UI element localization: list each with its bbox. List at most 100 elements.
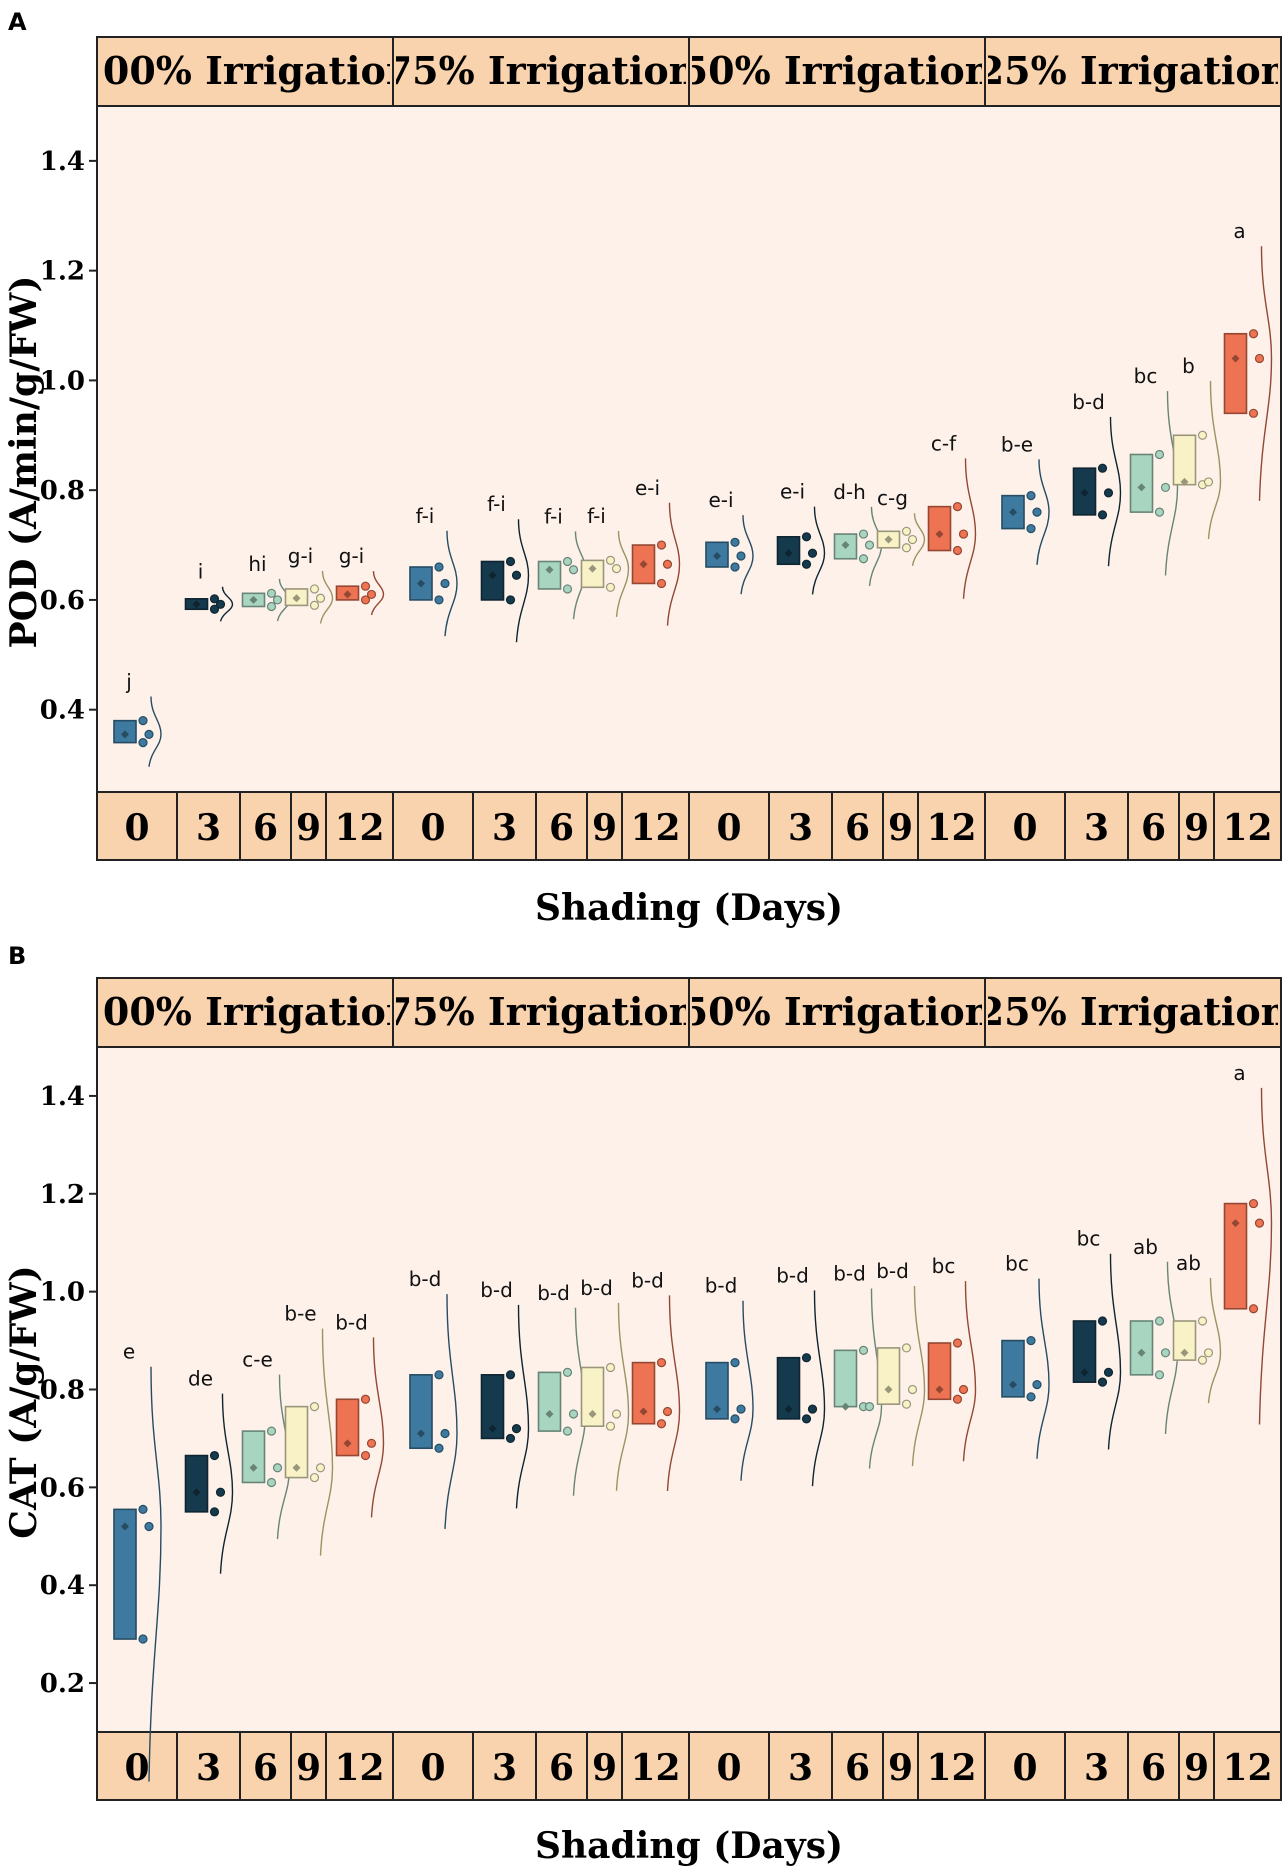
box <box>184 1454 209 1513</box>
mean-marker <box>713 1405 721 1414</box>
x-tick-cell <box>392 791 474 861</box>
strip-label: 75% Irrigation <box>386 989 697 1034</box>
data-point <box>801 532 812 542</box>
data-mark: e <box>113 1340 162 1782</box>
data-point <box>730 1357 740 1368</box>
data-point <box>138 1504 148 1514</box>
x-tick-label: 3 <box>196 807 221 849</box>
violin-curve <box>740 515 754 595</box>
data-point <box>611 564 622 574</box>
x-tick-cell <box>1064 791 1129 861</box>
violin-curve <box>1258 246 1273 501</box>
violin-curve <box>962 1281 977 1462</box>
significance-letter: a <box>1233 219 1245 243</box>
significance-letter: e-i <box>780 480 805 504</box>
x-tick-label: 3 <box>196 1747 221 1789</box>
data-point <box>864 1402 875 1412</box>
mean-marker <box>713 552 721 561</box>
x-tick-cell <box>535 791 588 861</box>
significance-letter: f-i <box>487 492 506 516</box>
violin-curve <box>370 1337 385 1518</box>
data-mark: e-i <box>705 488 754 595</box>
violin-curve <box>740 1300 754 1481</box>
data-point <box>360 581 371 591</box>
violin-curve <box>1258 1087 1273 1425</box>
significance-letter: ab <box>1176 1251 1201 1275</box>
data-point <box>730 562 740 572</box>
data-mark: a <box>1223 1061 1273 1425</box>
mean-marker <box>192 1488 201 1497</box>
significance-letter: e-i <box>708 488 733 512</box>
data-point <box>434 595 444 605</box>
x-tick-label: 0 <box>1012 807 1037 849</box>
data-point <box>272 595 283 605</box>
data-point <box>807 548 818 558</box>
violin-curve <box>444 1294 458 1529</box>
violin-curve <box>615 1302 630 1491</box>
data-point <box>138 1634 148 1644</box>
data-point <box>858 529 869 539</box>
significance-letter: e <box>123 1340 135 1364</box>
mean-marker <box>1180 477 1189 486</box>
data-point <box>144 1521 154 1532</box>
data-point <box>907 534 918 545</box>
data-point <box>662 1406 673 1417</box>
x-tick-label: 3 <box>788 1747 813 1789</box>
panel-letter: B <box>8 942 26 970</box>
significance-letter: c-f <box>931 431 957 455</box>
violin-curve <box>444 530 458 637</box>
data-point <box>1254 353 1265 364</box>
x-tick-cell <box>621 791 690 861</box>
data-point <box>1026 1392 1036 1402</box>
data-point <box>138 716 148 726</box>
y-tick-label: 1.2 <box>40 1180 85 1210</box>
significance-letter: f-i <box>416 504 435 528</box>
significance-letter: ab <box>1133 1235 1158 1259</box>
strip-header <box>688 977 986 1048</box>
x-tick-cell <box>586 791 623 861</box>
data-point <box>309 1402 320 1412</box>
x-tick-label: 9 <box>296 1747 321 1789</box>
data-mark: bc <box>927 1254 977 1462</box>
box <box>537 560 562 590</box>
data-mark: i <box>184 560 234 622</box>
mean-marker <box>1137 1348 1146 1357</box>
data-point <box>144 729 154 739</box>
mean-marker <box>588 564 597 573</box>
data-point <box>958 1384 969 1395</box>
violin-curve <box>811 1290 826 1487</box>
mean-marker <box>784 1405 793 1414</box>
mean-marker <box>343 590 352 599</box>
violin-curve <box>1164 391 1179 576</box>
y-tick-label: 0.4 <box>40 1571 85 1601</box>
data-point <box>1203 1348 1214 1358</box>
data-point <box>360 1450 371 1461</box>
data-point <box>511 570 522 580</box>
y-axis-title: CAT (A/g/FW) <box>3 1265 45 1538</box>
data-mark: b-d <box>537 1281 587 1496</box>
mean-marker <box>292 594 301 603</box>
data-point <box>360 1394 371 1404</box>
violin-curve <box>370 571 385 616</box>
x-tick-cell <box>917 1731 986 1801</box>
data-mark: bc <box>1001 1252 1050 1459</box>
strip-header <box>984 36 1282 107</box>
data-mark: a <box>1223 219 1273 501</box>
mean-marker <box>1009 508 1017 517</box>
x-tick-cell <box>290 791 327 861</box>
data-point <box>1103 1367 1114 1377</box>
x-tick-label: 6 <box>549 1747 574 1789</box>
violin-curve <box>219 586 234 622</box>
significance-letter: b-e <box>1001 432 1033 456</box>
x-tick-cell <box>176 791 241 861</box>
violin-curve <box>1207 1277 1222 1404</box>
box <box>1129 1320 1154 1376</box>
significance-letter: d-h <box>833 480 866 504</box>
box <box>927 1342 952 1401</box>
data-point <box>209 1507 220 1517</box>
mean-marker <box>343 1439 352 1448</box>
data-mark: b-e <box>284 1302 334 1556</box>
box <box>580 559 605 589</box>
data-mark: b-d <box>1072 390 1122 567</box>
